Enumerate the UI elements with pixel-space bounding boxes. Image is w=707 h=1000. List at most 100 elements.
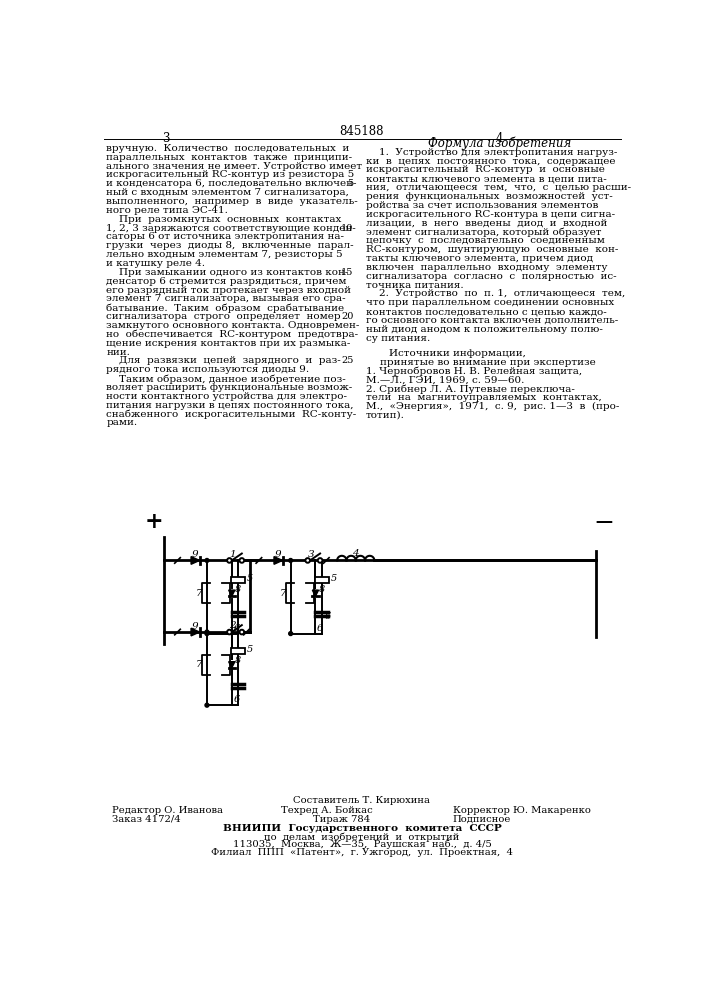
Text: 15: 15 [341,268,354,277]
Text: 4: 4 [496,132,503,145]
Text: грузки  через  диоды 8,  включенные  парал-: грузки через диоды 8, включенные парал- [106,241,354,250]
Text: ности контактного устройства для электро-: ности контактного устройства для электро… [106,392,347,401]
Text: батывание.  Таким  образом  срабатывание: батывание. Таким образом срабатывание [106,303,344,313]
Circle shape [205,703,209,707]
Text: 845188: 845188 [339,125,384,138]
Text: параллельных  контактов  также  принципи-: параллельных контактов также принципи- [106,153,352,162]
Text: Для  развязки  цепей  зарядного  и  раз-: Для развязки цепей зарядного и раз- [106,356,341,365]
Polygon shape [274,557,283,564]
Circle shape [227,558,232,563]
Text: 4: 4 [352,549,359,558]
Bar [315,577,329,583]
Text: 1: 1 [229,550,236,559]
Circle shape [205,630,209,634]
Text: 6: 6 [325,612,331,621]
Text: саторы 6 от источника электропитания на-: саторы 6 от источника электропитания на- [106,232,344,241]
Text: +: + [145,511,163,533]
Text: рядного тока используются диоды 9.: рядного тока используются диоды 9. [106,365,310,374]
Text: но  обеспечивается  RC-контуром  предотвра-: но обеспечивается RC-контуром предотвра- [106,330,358,339]
Text: ного реле типа ЭС-41.: ного реле типа ЭС-41. [106,206,228,215]
Circle shape [205,632,209,636]
Text: замкнутого основного контакта. Одновремен-: замкнутого основного контакта. Одновреме… [106,321,360,330]
Text: 20: 20 [341,312,354,321]
Text: ки  в  цепях  постоянного  тока,  содержащее: ки в цепях постоянного тока, содержащее [366,157,615,166]
Text: выполненного,  например  в  виде  указатель-: выполненного, например в виде указатель- [106,197,358,206]
Text: 1, 2, 3 заряжаются соответствующие конден-: 1, 2, 3 заряжаются соответствующие конде… [106,224,356,233]
Text: рения  функциональных  возможностей  уст-: рения функциональных возможностей уст- [366,192,612,201]
Text: Источники информации,: Источники информации, [389,349,526,358]
Text: 113035,  Москва,  Ж—35,  Раушская  наб.,  д. 4/5: 113035, Москва, Ж—35, Раушская наб., д. … [233,840,491,849]
Text: 6: 6 [233,624,240,633]
Text: его разрядный ток протекает через входной: его разрядный ток протекает через входно… [106,286,351,295]
Text: что при параллельном соединении основных: что при параллельном соединении основных [366,298,614,307]
Circle shape [205,559,209,562]
Circle shape [317,558,322,563]
Text: 10: 10 [341,224,354,233]
Text: питания нагрузки в цепях постоянного тока,: питания нагрузки в цепях постоянного ток… [106,401,354,410]
Text: сигнализатора  строго  определяет  номер: сигнализатора строго определяет номер [106,312,341,321]
Text: вручную.  Количество  последовательных  и: вручную. Количество последовательных и [106,144,349,153]
Text: При замыкании одного из контактов кон-: При замыкании одного из контактов кон- [106,268,349,277]
Text: включен  параллельно  входному  элементу: включен параллельно входному элементу [366,263,607,272]
Text: 7: 7 [196,589,202,598]
Circle shape [288,632,293,636]
Text: Редактор О. Иванова: Редактор О. Иванова [112,806,223,815]
Text: ВНИИПИ  Государственного  комитета  СССР: ВНИИПИ Государственного комитета СССР [223,824,501,833]
Text: Подписное: Подписное [452,815,511,824]
Text: 9: 9 [192,550,199,559]
Text: −: − [593,512,614,535]
Text: RC-контуром,  шунтирующую  основные  кон-: RC-контуром, шунтирующую основные кон- [366,245,618,254]
Text: 3: 3 [308,550,314,559]
Text: 1. Чернобровов Н. В. Релейная защита,: 1. Чернобровов Н. В. Релейная защита, [366,366,582,376]
Circle shape [227,630,232,634]
Text: принятые во внимание при экспертизе: принятые во внимание при экспертизе [380,358,595,367]
Text: Заказ 4172/4: Заказ 4172/4 [112,815,180,824]
Text: Таким образом, данное изобретение поз-: Таким образом, данное изобретение поз- [106,374,346,384]
Text: При  разомкнутых  основных  контактах: При разомкнутых основных контактах [106,215,341,224]
Circle shape [240,630,244,634]
Text: контактов последовательно с цепью каждо-: контактов последовательно с цепью каждо- [366,307,607,316]
Text: контакты ключевого элемента в цепи пита-: контакты ключевого элемента в цепи пита- [366,174,607,183]
Text: Корректор Ю. Макаренко: Корректор Ю. Макаренко [452,806,590,815]
Text: 5: 5 [347,179,354,188]
Text: тотип).: тотип). [366,411,404,420]
Polygon shape [228,662,235,668]
Text: ройства за счет использования элементов: ройства за счет использования элементов [366,201,598,210]
Text: М.,  «Энергия»,  1971,  с. 9,  рис. 1—3  в  (про-: М., «Энергия», 1971, с. 9, рис. 1—3 в (п… [366,402,619,411]
Text: по  делам  изобретений  и  открытий: по делам изобретений и открытий [264,832,460,842]
Text: искрогасительный  RC-контур  и  основные: искрогасительный RC-контур и основные [366,165,604,174]
Text: рами.: рами. [106,418,137,427]
Text: 8: 8 [319,585,325,594]
Text: лельно входным элементам 7, резисторы 5: лельно входным элементам 7, резисторы 5 [106,250,343,259]
Text: лизации,  в  него  введены  диод  и  входной: лизации, в него введены диод и входной [366,219,607,228]
Text: точника питания.: точника питания. [366,281,464,290]
Text: 8: 8 [235,585,241,594]
Text: су питания.: су питания. [366,334,430,343]
Text: Формула изобретения: Формула изобретения [428,137,571,150]
Text: 2: 2 [229,621,236,630]
Polygon shape [228,590,235,596]
Text: 6: 6 [317,624,323,633]
Text: искрогасительный RC-контур из резистора 5: искрогасительный RC-контур из резистора … [106,170,354,179]
Text: 8: 8 [235,656,241,665]
Bar [231,577,245,583]
Text: ный с входным элементом 7 сигнализатора,: ный с входным элементом 7 сигнализатора, [106,188,349,197]
Text: Тираж 784: Тираж 784 [313,815,370,824]
Text: снабженного  искрогасительными  RC-конту-: снабженного искрогасительными RC-конту- [106,410,356,419]
Text: 1.  Устройство для электропитания нагруз-: 1. Устройство для электропитания нагруз- [366,148,617,157]
Text: ния,  отличающееся  тем,  что,  с  целью расши-: ния, отличающееся тем, что, с целью расш… [366,183,631,192]
Bar [231,648,245,654]
Text: 7: 7 [196,660,202,669]
Text: 5: 5 [247,645,254,654]
Text: искрогасительного RC-контура в цепи сигна-: искрогасительного RC-контура в цепи сигн… [366,210,615,219]
Text: элемент сигнализатора, который образует: элемент сигнализатора, который образует [366,227,602,237]
Text: 7: 7 [279,589,286,598]
Text: элемент 7 сигнализатора, вызывая его сра-: элемент 7 сигнализатора, вызывая его сра… [106,294,346,303]
Text: ный диод анодом к положительному полю-: ный диод анодом к положительному полю- [366,325,602,334]
Text: Составитель Т. Кирюхина: Составитель Т. Кирюхина [293,796,431,805]
Text: щение искрения контактов при их размыка-: щение искрения контактов при их размыка- [106,339,351,348]
Text: 9: 9 [275,550,281,559]
Polygon shape [312,590,319,596]
Text: 5: 5 [247,574,254,583]
Circle shape [305,558,310,563]
